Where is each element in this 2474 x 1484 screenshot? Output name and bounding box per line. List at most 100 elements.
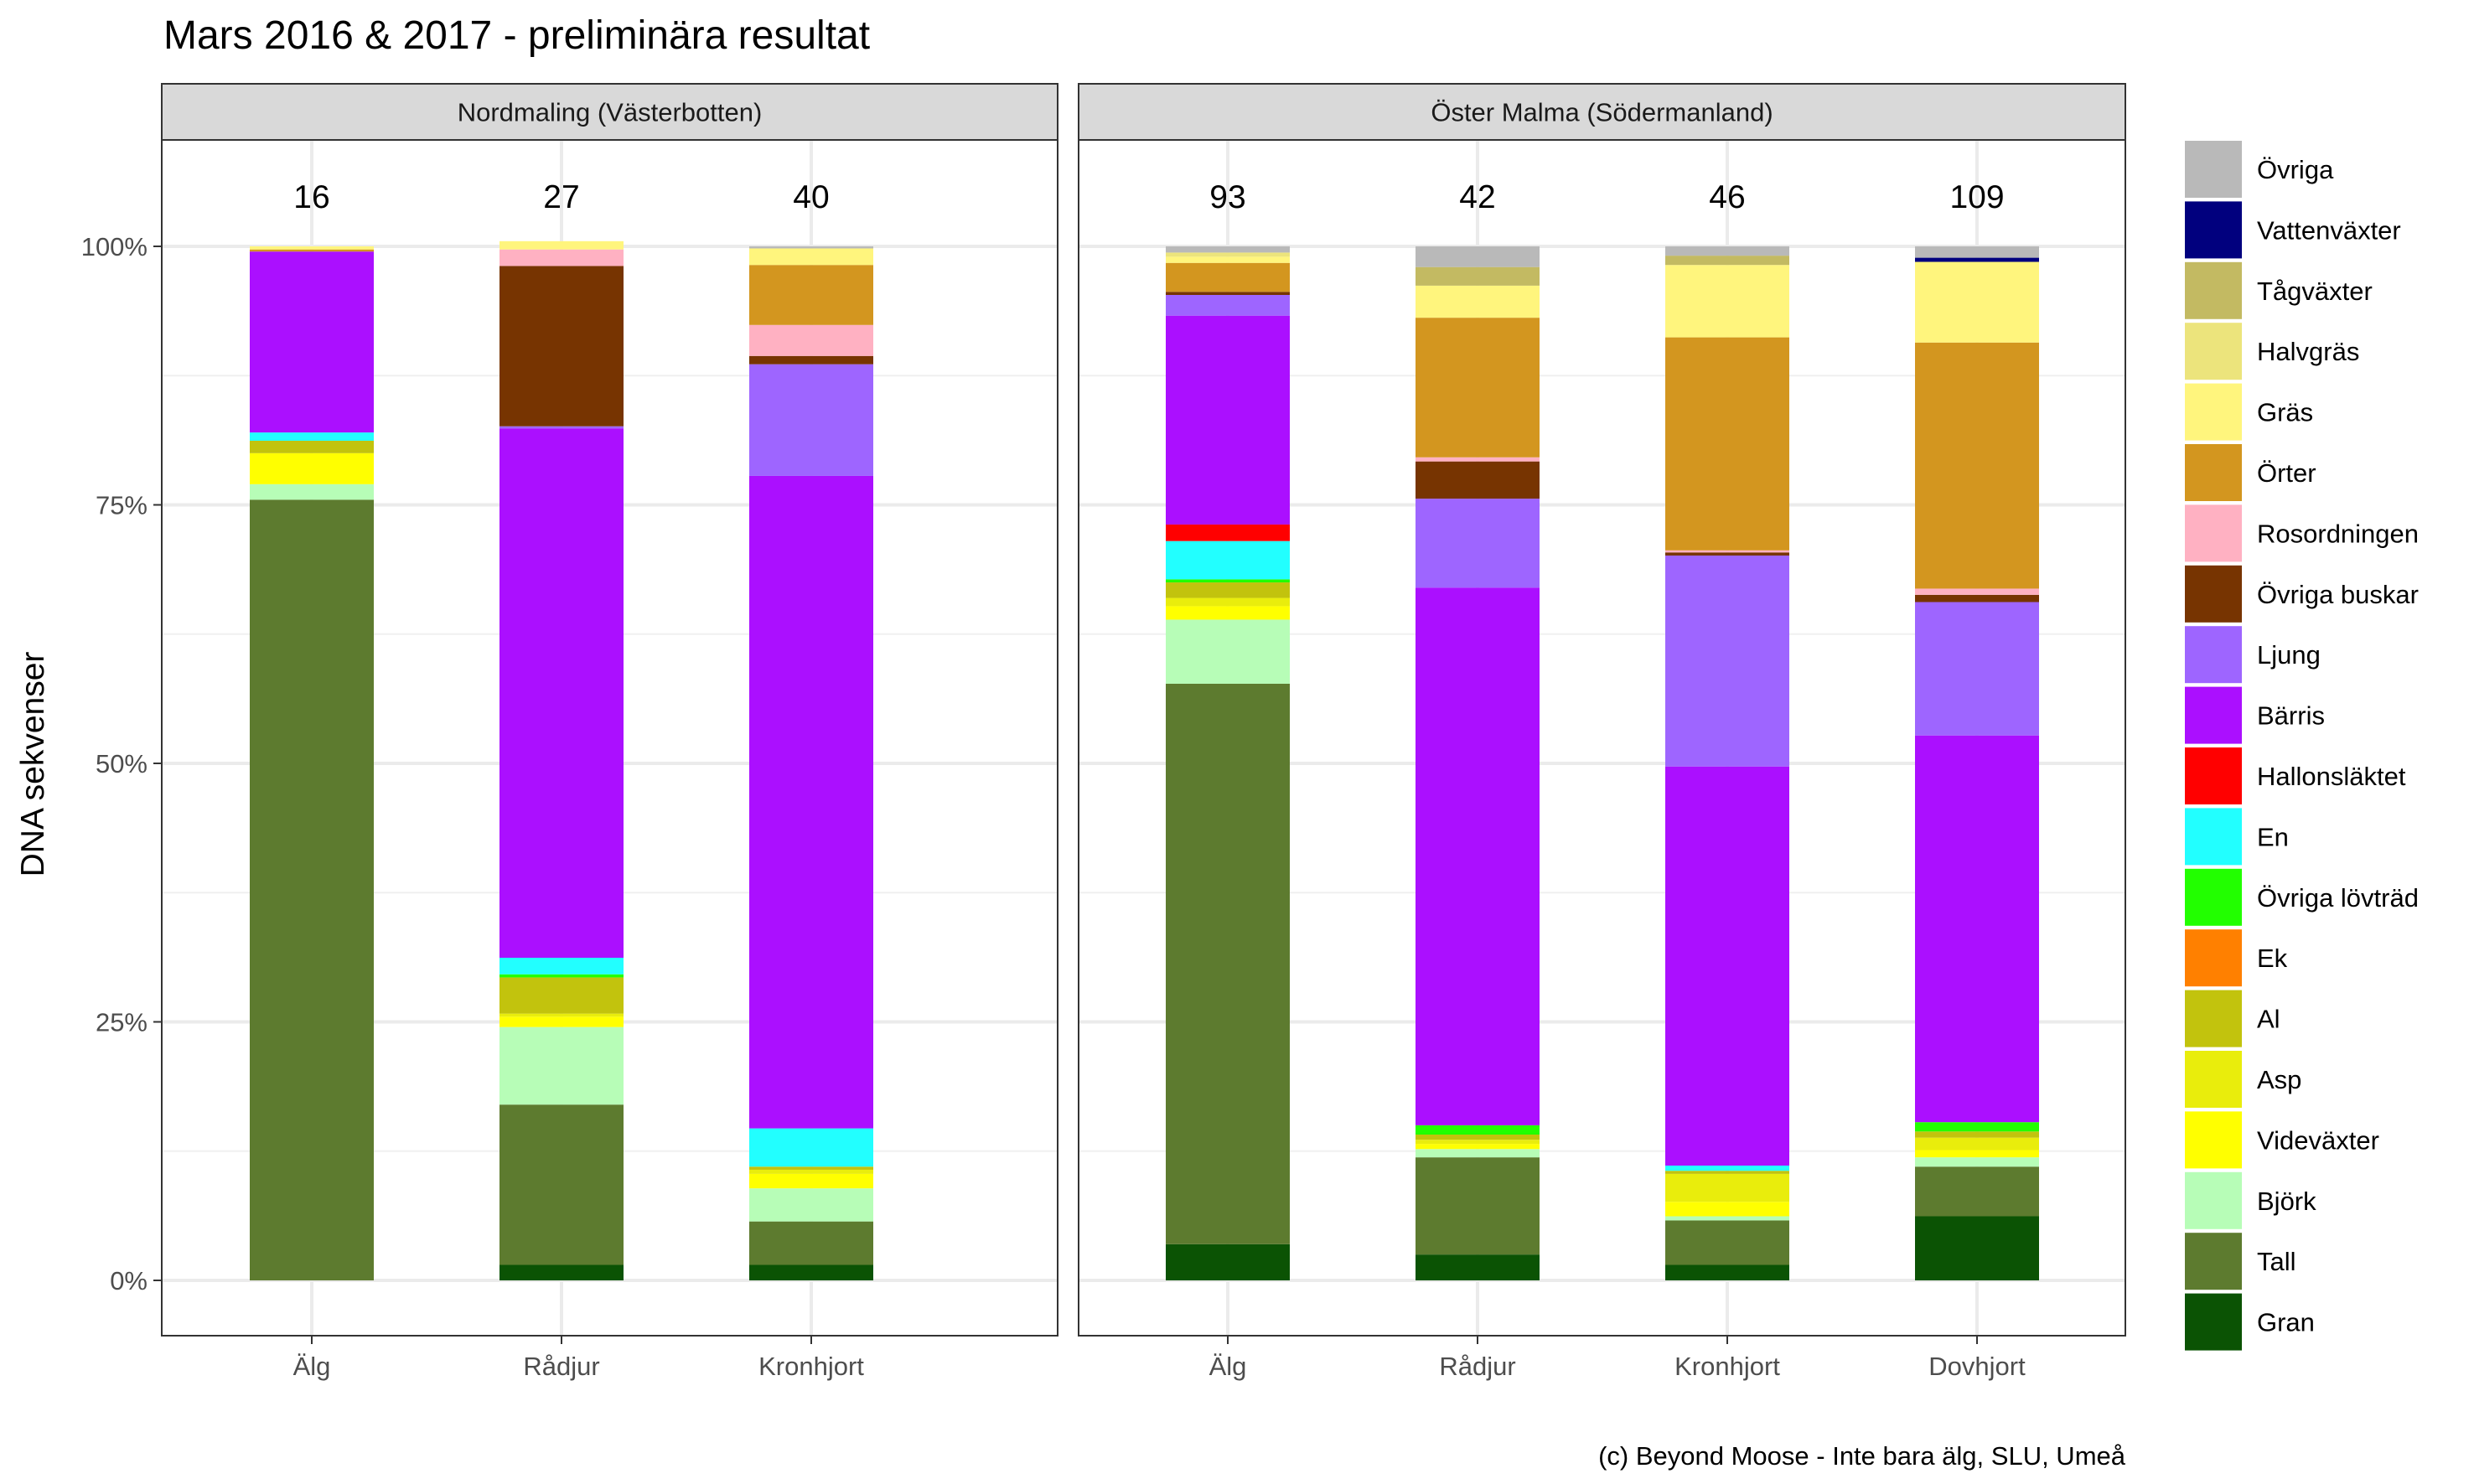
x-tick-label: Älg <box>293 1352 331 1381</box>
segment-ovriga-lovtrad <box>499 974 624 978</box>
legend-item-rosordningen: Rosordningen <box>2185 504 2419 562</box>
x-tick-label: Rådjur <box>1439 1352 1515 1381</box>
segment-orter <box>1416 318 1540 458</box>
legend-swatch <box>2185 1111 2242 1169</box>
segment-al <box>1665 1171 1789 1174</box>
legend-item-videvaxter: Videväxter <box>2185 1111 2379 1169</box>
legend-label: Björk <box>2257 1187 2316 1216</box>
bar-alg <box>250 246 374 1280</box>
legend-item-asp: Asp <box>2185 1051 2301 1108</box>
bar-alg <box>1166 246 1290 1280</box>
segment-videvaxter <box>1416 1144 1540 1150</box>
segment-ovriga-buskar <box>499 266 624 427</box>
segment-bjork <box>749 1188 873 1222</box>
y-tick-label: 25% <box>96 1008 148 1037</box>
legend-item-gran: Gran <box>2185 1293 2315 1351</box>
legend-swatch <box>2185 868 2242 926</box>
segment-tall <box>1416 1157 1540 1255</box>
segment-bjork <box>1166 619 1290 684</box>
legend-item-tagvaxter: Tågväxter <box>2185 261 2373 319</box>
sample-count: 40 <box>793 179 829 215</box>
sample-count: 109 <box>1949 179 2004 215</box>
segment-asp <box>749 1169 873 1174</box>
segment-rosordningen <box>1416 457 1540 462</box>
legend-swatch <box>2185 201 2242 259</box>
segment-asp <box>1166 597 1290 607</box>
y-tick-label: 75% <box>96 491 148 520</box>
facet-strip <box>1078 83 2126 141</box>
segment-gran <box>749 1264 873 1280</box>
segment-bjork <box>499 1026 624 1105</box>
legend-item-al: Al <box>2185 990 2280 1047</box>
segment-bjork <box>250 483 374 500</box>
segment-bjork <box>1665 1216 1789 1221</box>
sample-count: 42 <box>1459 179 1495 215</box>
segment-asp <box>1416 1140 1540 1145</box>
legend-item-ovriga-lovtrad: Övriga lövträd <box>2185 868 2419 926</box>
segment-ovriga-buskar <box>1665 552 1789 556</box>
legend-item-gras: Gräs <box>2185 383 2313 441</box>
segment-ovriga-lovtrad <box>1166 579 1290 583</box>
legend-swatch <box>2185 1293 2242 1351</box>
segment-gras <box>1166 256 1290 263</box>
segment-tall <box>1166 683 1290 1244</box>
segment-ovriga <box>1166 246 1290 253</box>
caption: (c) Beyond Moose - Inte bara älg, SLU, U… <box>1598 1441 2126 1471</box>
segment-ljung <box>1416 499 1540 588</box>
legend-label: Gran <box>2257 1308 2315 1337</box>
legend-swatch <box>2185 323 2242 380</box>
segment-barris <box>749 475 873 1129</box>
legend-label: Övriga lövträd <box>2257 883 2419 913</box>
segment-videvaxter <box>250 452 374 484</box>
segment-tagvaxter <box>1665 256 1789 266</box>
segment-asp <box>1665 1173 1789 1202</box>
legend-swatch <box>2185 808 2242 866</box>
segment-gras <box>749 248 873 266</box>
legend-item-ovriga: Övriga <box>2185 141 2334 198</box>
segment-gras <box>1416 285 1540 318</box>
segment-rosordningen <box>749 324 873 356</box>
segment-orter <box>1166 262 1290 292</box>
segment-en <box>499 957 624 975</box>
bar-kronhjort <box>1665 246 1789 1280</box>
segment-al <box>1416 1135 1540 1140</box>
sample-count: 16 <box>293 179 329 215</box>
segment-ovriga-buskar <box>1166 292 1290 295</box>
legend-label: En <box>2257 822 2289 851</box>
legend-item-en: En <box>2185 808 2289 866</box>
segment-tall <box>1665 1220 1789 1265</box>
segment-ovriga <box>1915 246 2039 258</box>
legend-swatch <box>2185 1233 2242 1290</box>
facet-strip-label: Nordmaling (Västerbotten) <box>458 98 763 127</box>
segment-gran <box>499 1264 624 1280</box>
legend-item-halvgras: Halvgräs <box>2185 323 2359 380</box>
legend-label: Örter <box>2257 458 2316 488</box>
legend-item-ovriga-buskar: Övriga buskar <box>2185 565 2419 623</box>
segment-barris <box>1166 315 1290 525</box>
segment-hallonslaktet <box>1166 524 1290 541</box>
y-tick-label: 100% <box>81 232 148 261</box>
legend-swatch <box>2185 141 2242 198</box>
segment-orter <box>1915 342 2039 589</box>
segment-halvgras <box>1166 252 1290 257</box>
legend-label: Ek <box>2257 944 2288 973</box>
facet-strip <box>161 83 1058 141</box>
segment-en <box>749 1128 873 1167</box>
segment-al <box>1915 1131 2039 1138</box>
segment-videvaxter <box>749 1173 873 1189</box>
y-axis-label: DNA sekvenser <box>15 652 51 877</box>
legend-label: Rosordningen <box>2257 519 2419 548</box>
legend-item-ek: Ek <box>2185 929 2288 987</box>
segment-gras <box>1665 265 1789 338</box>
segment-al <box>499 977 624 1014</box>
segment-rosordningen <box>499 249 624 266</box>
legend-swatch <box>2185 626 2242 684</box>
segment-bjork <box>1416 1149 1540 1158</box>
segment-orter <box>749 265 873 325</box>
segment-ovriga-buskar <box>1915 594 2039 602</box>
legend-label: Gräs <box>2257 398 2313 427</box>
legend-swatch <box>2185 1051 2242 1108</box>
legend-label: Halvgräs <box>2257 337 2359 366</box>
legend-label: Ljung <box>2257 640 2321 670</box>
